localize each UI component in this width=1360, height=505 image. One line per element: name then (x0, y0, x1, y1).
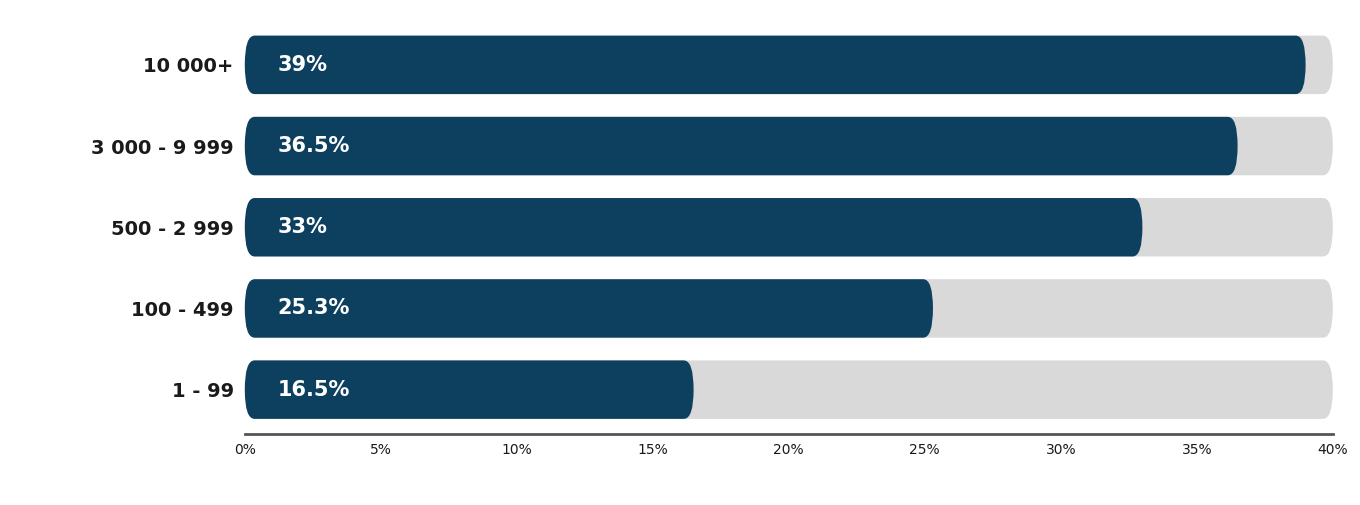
FancyBboxPatch shape (245, 117, 1333, 175)
Text: 33%: 33% (277, 217, 328, 237)
FancyBboxPatch shape (245, 117, 1238, 175)
FancyBboxPatch shape (245, 279, 933, 338)
Text: 25.3%: 25.3% (277, 298, 350, 319)
FancyBboxPatch shape (245, 361, 694, 419)
Text: 16.5%: 16.5% (277, 380, 350, 399)
Text: 39%: 39% (277, 55, 328, 75)
FancyBboxPatch shape (245, 198, 1142, 257)
FancyBboxPatch shape (245, 36, 1306, 94)
FancyBboxPatch shape (245, 36, 1333, 94)
FancyBboxPatch shape (245, 279, 1333, 338)
Text: 36.5%: 36.5% (277, 136, 350, 156)
FancyBboxPatch shape (245, 361, 1333, 419)
FancyBboxPatch shape (245, 198, 1333, 257)
